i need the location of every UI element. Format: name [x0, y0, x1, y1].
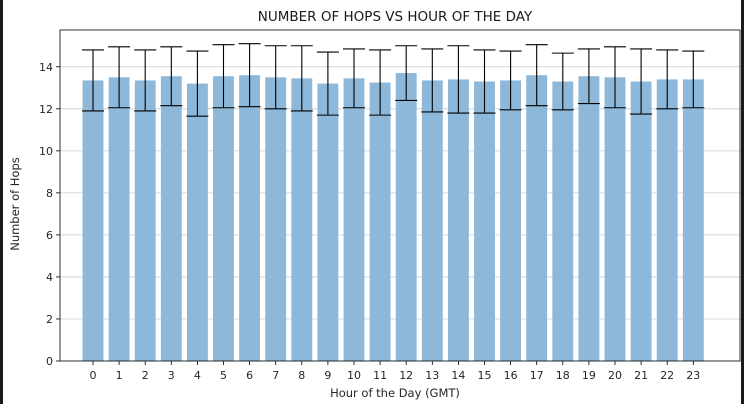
x-tick-label: 9: [324, 369, 331, 382]
x-tick-label: 8: [298, 369, 305, 382]
bar: [395, 73, 417, 361]
x-tick-label: 19: [582, 369, 596, 382]
x-tick-label: 13: [425, 369, 439, 382]
bar: [160, 76, 182, 361]
bar: [265, 77, 287, 362]
x-tick-label: 10: [347, 369, 361, 382]
x-tick-label: 5: [220, 369, 227, 382]
x-tick-label: 12: [399, 369, 413, 382]
bar: [526, 75, 548, 361]
x-tick-label: 1: [116, 369, 123, 382]
bar: [186, 83, 208, 361]
bar: [343, 78, 365, 361]
bar: [630, 81, 652, 361]
x-tick-label: 11: [373, 369, 387, 382]
bars: [82, 73, 704, 362]
y-axis-label: Number of Hops: [8, 157, 22, 251]
x-tick-label: 16: [504, 369, 518, 382]
bar: [82, 80, 104, 361]
x-tick-label: 21: [634, 369, 648, 382]
x-tick-label: 23: [686, 369, 700, 382]
error-bars: [82, 43, 705, 117]
chart-title: NUMBER OF HOPS VS HOUR OF THE DAY: [258, 9, 533, 25]
x-ticks: 0 1 2 3 4 5 6 7 8 9 10 11 12 13 14 15 16 17 18 19 20 21 22 23: [90, 361, 700, 382]
bar: [291, 78, 313, 361]
axes: [59, 29, 741, 362]
y-tick-label: 10: [39, 145, 53, 158]
bar: [421, 80, 443, 361]
axes-frame: [59, 29, 741, 362]
bar: [134, 80, 156, 361]
y-tick-label: 4: [46, 271, 53, 284]
x-tick-label: 2: [142, 369, 149, 382]
bar: [447, 79, 469, 361]
x-tick-label: 6: [246, 369, 253, 382]
x-axis-label: Hour of the Day (GMT): [330, 386, 460, 400]
bar-chart: NUMBER OF HOPS VS HOUR OF THE DAY Hour o…: [8, 9, 741, 400]
bar: [682, 79, 704, 361]
y-ticks: 0 2 4 6 8 10 12 14: [39, 61, 60, 368]
x-tick-label: 0: [90, 369, 97, 382]
bar: [552, 81, 574, 361]
y-tick-label: 0: [46, 355, 53, 368]
bar: [474, 81, 495, 361]
x-tick-label: 18: [556, 369, 570, 382]
x-tick-label: 20: [608, 369, 622, 382]
y-tick-label: 6: [46, 229, 53, 242]
x-tick-label: 17: [530, 369, 544, 382]
y-tick-label: 2: [46, 313, 53, 326]
x-tick-label: 4: [194, 369, 201, 382]
bar: [500, 80, 522, 361]
y-tick-label: 8: [46, 187, 53, 200]
bar: [369, 82, 391, 362]
x-tick-label: 22: [660, 369, 674, 382]
bar: [213, 76, 234, 361]
x-tick-label: 15: [478, 369, 492, 382]
x-tick-label: 7: [272, 369, 279, 382]
y-tick-label: 14: [39, 61, 53, 74]
y-tick-label: 12: [39, 103, 53, 116]
bar: [239, 75, 261, 361]
x-tick-label: 3: [168, 369, 175, 382]
bar: [108, 77, 130, 362]
chart-figure: NUMBER OF HOPS VS HOUR OF THE DAY Hour o…: [3, 0, 741, 404]
x-tick-label: 14: [451, 369, 465, 382]
bar: [317, 83, 339, 361]
bar: [578, 76, 600, 361]
bar: [656, 79, 678, 361]
bar: [604, 77, 626, 362]
